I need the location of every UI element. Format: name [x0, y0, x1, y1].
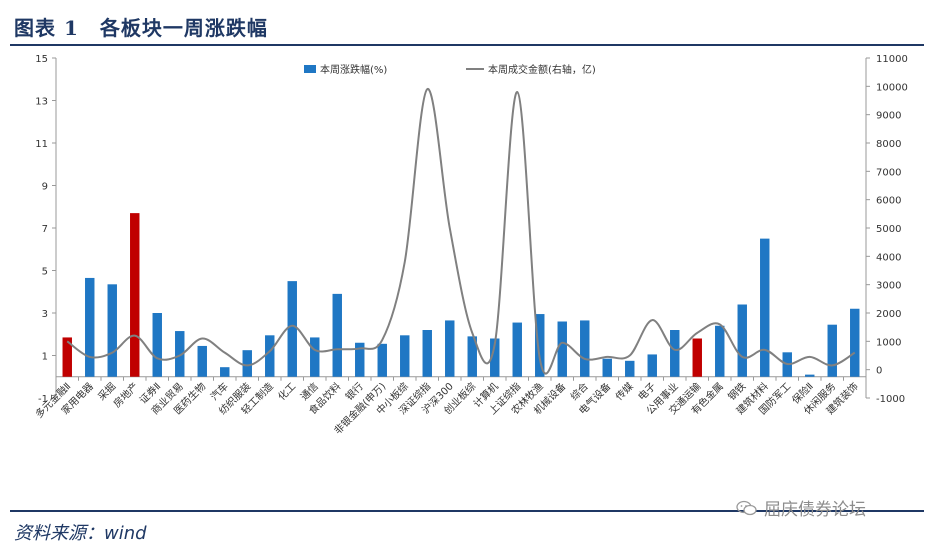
y-right-tick-label: 6000	[876, 196, 901, 207]
bar	[760, 238, 770, 377]
y-left-tick-label: 1	[42, 352, 48, 363]
bar	[62, 337, 72, 377]
bar	[625, 360, 635, 377]
bar	[827, 324, 837, 377]
bar	[850, 308, 860, 377]
y-left-tick-label: 11	[35, 139, 48, 150]
bar	[310, 337, 320, 377]
bar	[175, 331, 185, 377]
bar	[557, 321, 567, 377]
bar	[220, 367, 230, 377]
y-right-tick-label: 3000	[876, 281, 901, 292]
title-divider	[10, 44, 924, 46]
watermark-text: 屈庆债券论坛	[764, 500, 866, 520]
y-left-tick-label: -1	[38, 394, 48, 405]
y-left-tick-label: 7	[42, 224, 48, 235]
bar	[512, 322, 522, 377]
bar	[692, 338, 702, 377]
watermark: 屈庆债券论坛	[736, 495, 866, 520]
bar	[242, 350, 252, 377]
bar	[85, 277, 95, 377]
bar	[422, 330, 432, 377]
y-right-tick-label: 4000	[876, 252, 901, 263]
y-right-tick-label: 8000	[876, 139, 901, 150]
x-tick-label: 化工	[275, 380, 298, 403]
axes: -113579111315-10000100020003000400050006…	[32, 54, 907, 437]
y-left-tick-label: 5	[42, 267, 48, 278]
bar	[715, 325, 725, 377]
y-right-tick-label: 0	[876, 366, 882, 377]
x-tick-label: 房地产	[110, 380, 140, 410]
bar	[580, 320, 590, 377]
bar	[490, 338, 500, 377]
bar	[647, 354, 657, 377]
trading-volume-line	[66, 88, 856, 375]
bar	[602, 358, 612, 377]
x-tick-label: 传媒	[613, 380, 636, 403]
bar	[197, 345, 207, 377]
y-left-tick-label: 13	[35, 97, 48, 108]
bar	[332, 293, 342, 377]
line-series	[66, 88, 856, 375]
bar	[737, 304, 747, 377]
legend: 本周涨跌幅(%) 本周成交金额(右轴，亿)	[304, 63, 596, 76]
bar	[400, 335, 410, 377]
y-right-tick-label: -1000	[876, 394, 905, 405]
figure-title: 图表 1 各板块一周涨跌幅	[14, 16, 268, 40]
bars	[62, 213, 860, 377]
bar	[355, 342, 365, 377]
y-right-tick-label: 11000	[876, 54, 908, 65]
y-right-tick-label: 7000	[876, 167, 901, 178]
bar	[467, 336, 477, 377]
bar	[107, 284, 117, 377]
y-left-tick-label: 3	[42, 309, 48, 320]
bar	[287, 281, 297, 377]
bar	[805, 374, 815, 377]
bar	[445, 320, 455, 377]
legend-bar-swatch	[304, 65, 316, 73]
source-note: 资料来源：wind	[14, 523, 147, 544]
y-right-tick-label: 10000	[876, 82, 908, 93]
bar	[130, 213, 140, 377]
bar	[535, 314, 545, 377]
legend-line-label: 本周成交金额(右轴，亿)	[488, 63, 596, 76]
y-right-tick-label: 2000	[876, 309, 901, 320]
y-right-tick-label: 1000	[876, 337, 901, 348]
y-right-tick-label: 5000	[876, 224, 901, 235]
bar	[152, 313, 162, 377]
footer-divider	[10, 510, 924, 512]
wechat-icon	[736, 500, 758, 516]
y-right-tick-label: 9000	[876, 111, 901, 122]
bar	[265, 335, 275, 377]
bar	[377, 343, 387, 377]
legend-bar-label: 本周涨跌幅(%)	[320, 63, 387, 76]
y-left-tick-label: 15	[35, 54, 48, 65]
y-left-tick-label: 9	[42, 182, 48, 193]
bar	[670, 330, 680, 377]
